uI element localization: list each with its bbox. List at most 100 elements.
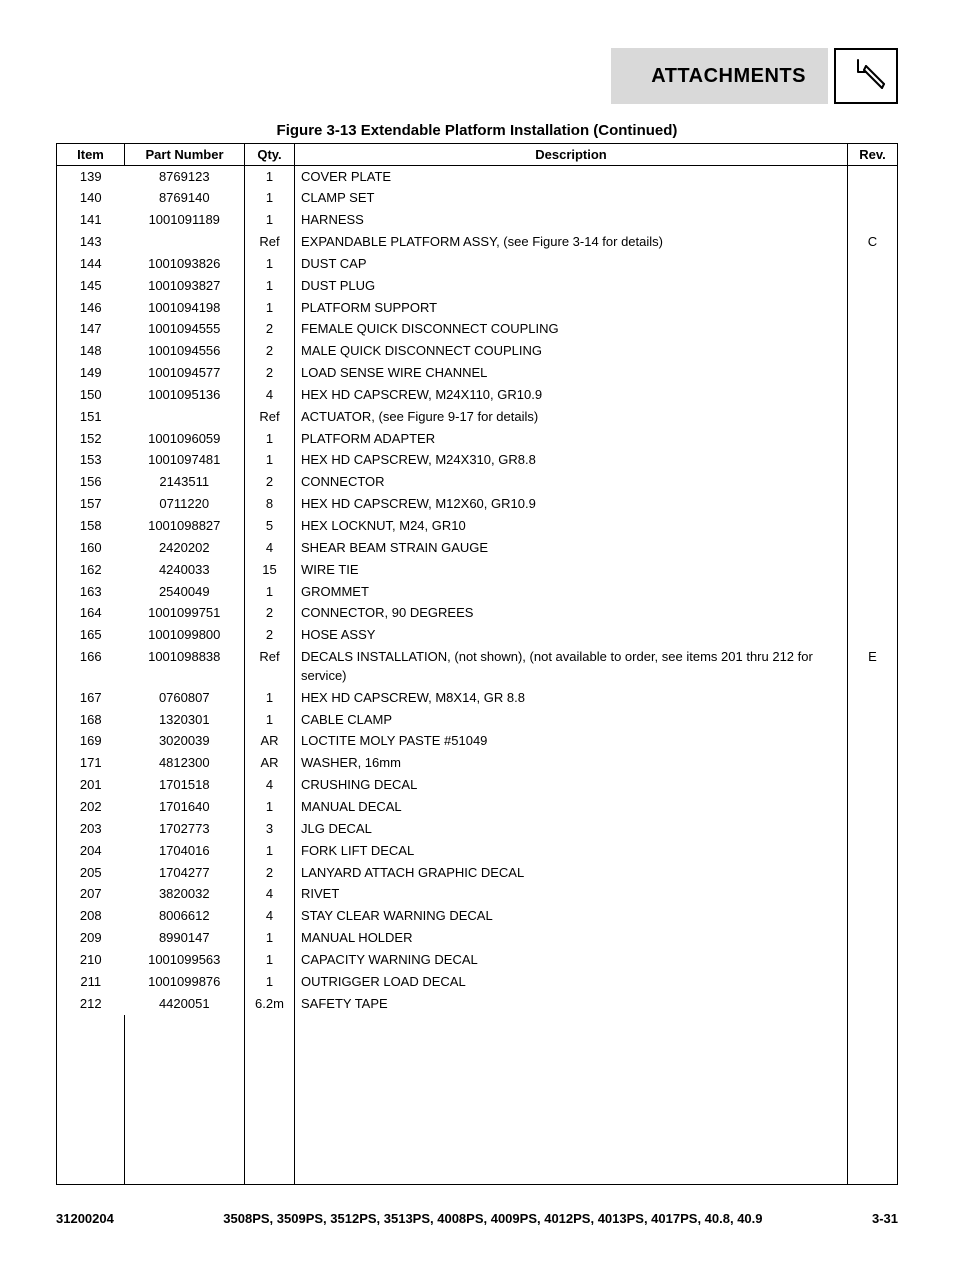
table-row: 15010010951364HEX HD CAPSCREW, M24X110, …	[57, 384, 898, 406]
header-spacer	[56, 48, 611, 104]
cell-desc: COVER PLATE	[295, 166, 848, 188]
cell-part	[125, 406, 245, 428]
table-row: 15707112208HEX HD CAPSCREW, M12X60, GR10…	[57, 494, 898, 516]
header-bar: ATTACHMENTS	[56, 48, 898, 104]
cell-rev	[848, 188, 898, 210]
cell-rev	[848, 731, 898, 753]
cell-item: 144	[57, 253, 125, 275]
cell-rev	[848, 775, 898, 797]
table-row: 1714812300ARWASHER, 16mm	[57, 753, 898, 775]
cell-qty: 1	[245, 428, 295, 450]
cell-rev	[848, 472, 898, 494]
cell-rev	[848, 625, 898, 647]
table-row: 1693020039ARLOCTITE MOLY PASTE #51049	[57, 731, 898, 753]
cell-desc: WIRE TIE	[295, 559, 848, 581]
cell-item: 201	[57, 775, 125, 797]
cell-qty: 1	[245, 450, 295, 472]
cell-part: 1001094556	[125, 341, 245, 363]
table-row: 16510010998002HOSE ASSY	[57, 625, 898, 647]
cell-qty: 1	[245, 949, 295, 971]
cell-item: 168	[57, 709, 125, 731]
cell-qty: 4	[245, 775, 295, 797]
cell-desc: PLATFORM SUPPORT	[295, 297, 848, 319]
cell-rev	[848, 993, 898, 1015]
table-row: 15310010974811HEX HD CAPSCREW, M24X310, …	[57, 450, 898, 472]
cell-desc: WASHER, 16mm	[295, 753, 848, 775]
cell-part: 8769123	[125, 166, 245, 188]
cell-item: 160	[57, 537, 125, 559]
col-part: Part Number	[125, 144, 245, 166]
cell-item: 156	[57, 472, 125, 494]
table-row: 16325400491GROMMET	[57, 581, 898, 603]
table-row: 15210010960591PLATFORM ADAPTER	[57, 428, 898, 450]
cell-item: 149	[57, 363, 125, 385]
cell-rev	[848, 363, 898, 385]
cell-rev	[848, 559, 898, 581]
table-row: 20517042772LANYARD ATTACH GRAPHIC DECAL	[57, 862, 898, 884]
figure-title: Figure 3-13 Extendable Platform Installa…	[56, 122, 898, 139]
filler-cell	[245, 1015, 295, 1185]
cell-part: 1001091189	[125, 210, 245, 232]
cell-part: 1001097481	[125, 450, 245, 472]
cell-desc: HEX HD CAPSCREW, M24X310, GR8.8	[295, 450, 848, 472]
cell-part: 8006612	[125, 906, 245, 928]
cell-rev: E	[848, 647, 898, 688]
cell-item: 162	[57, 559, 125, 581]
cell-desc: HEX LOCKNUT, M24, GR10	[295, 516, 848, 538]
table-row: 20880066124STAY CLEAR WARNING DECAL	[57, 906, 898, 928]
cell-qty: 2	[245, 319, 295, 341]
cell-part: 1001098838	[125, 647, 245, 688]
cell-item: 203	[57, 818, 125, 840]
table-row: 15621435112CONNECTOR	[57, 472, 898, 494]
cell-qty: 4	[245, 537, 295, 559]
cell-part: 1701518	[125, 775, 245, 797]
cell-rev	[848, 796, 898, 818]
cell-part: 3820032	[125, 884, 245, 906]
cell-part: 2540049	[125, 581, 245, 603]
cell-item: 163	[57, 581, 125, 603]
cell-part	[125, 232, 245, 254]
cell-item: 139	[57, 166, 125, 188]
cell-part: 4240033	[125, 559, 245, 581]
col-item: Item	[57, 144, 125, 166]
cell-qty: 1	[245, 253, 295, 275]
filler-cell	[57, 1015, 125, 1185]
col-rev: Rev.	[848, 144, 898, 166]
cell-part: 2420202	[125, 537, 245, 559]
filler-cell	[295, 1015, 848, 1185]
cell-rev	[848, 971, 898, 993]
table-row: 162424003315WIRE TIE	[57, 559, 898, 581]
cell-rev	[848, 319, 898, 341]
cell-qty: 8	[245, 494, 295, 516]
cell-item: 169	[57, 731, 125, 753]
cell-part: 8769140	[125, 188, 245, 210]
table-row: 20417040161FORK LIFT DECAL	[57, 840, 898, 862]
cell-item: 211	[57, 971, 125, 993]
table-row: 14910010945772LOAD SENSE WIRE CHANNEL	[57, 363, 898, 385]
cell-item: 150	[57, 384, 125, 406]
cell-rev	[848, 253, 898, 275]
cell-item: 157	[57, 494, 125, 516]
cell-rev	[848, 494, 898, 516]
footer-models: 3508PS, 3509PS, 3512PS, 3513PS, 4008PS, …	[114, 1211, 872, 1226]
cell-desc: SAFETY TAPE	[295, 993, 848, 1015]
cell-qty: 4	[245, 906, 295, 928]
table-row: 21244200516.2mSAFETY TAPE	[57, 993, 898, 1015]
cell-desc: ACTUATOR, (see Figure 9-17 for details)	[295, 406, 848, 428]
cell-item: 209	[57, 928, 125, 950]
cell-part: 1001098827	[125, 516, 245, 538]
cell-part: 1702773	[125, 818, 245, 840]
cell-desc: HEX HD CAPSCREW, M24X110, GR10.9	[295, 384, 848, 406]
cell-item: 202	[57, 796, 125, 818]
footer-doc-number: 31200204	[56, 1211, 114, 1226]
table-row: 13987691231COVER PLATE	[57, 166, 898, 188]
cell-desc: HARNESS	[295, 210, 848, 232]
cell-rev	[848, 687, 898, 709]
cell-part: 1001099563	[125, 949, 245, 971]
cell-item: 167	[57, 687, 125, 709]
cell-rev	[848, 428, 898, 450]
page: ATTACHMENTS Figure 3-13 Extendable Platf…	[0, 0, 954, 1266]
footer-page-number: 3-31	[872, 1211, 898, 1226]
cell-rev	[848, 275, 898, 297]
cell-part: 1001099876	[125, 971, 245, 993]
